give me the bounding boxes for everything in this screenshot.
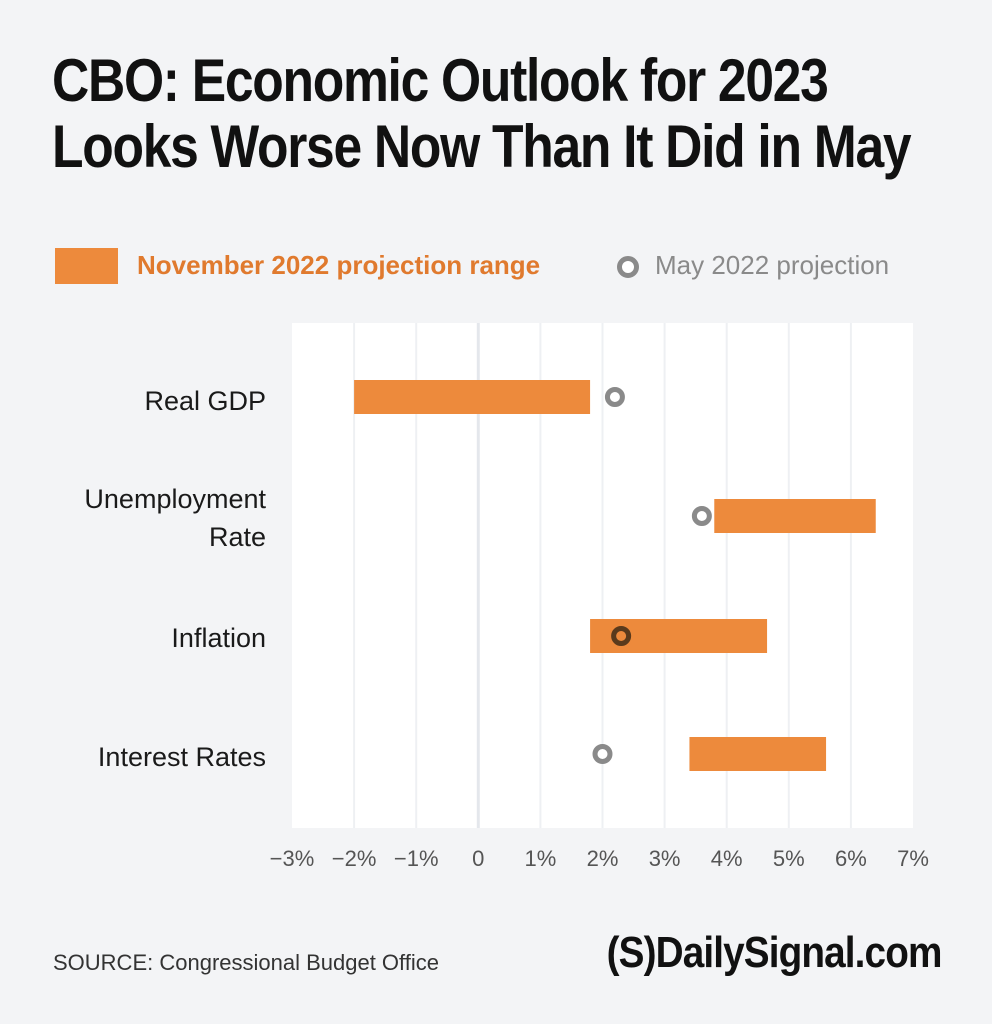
category-label: Interest Rates — [98, 742, 266, 772]
range-bar — [590, 619, 768, 653]
may-projection-marker — [611, 626, 632, 646]
x-tick-label: 5% — [773, 846, 805, 871]
category-label: Real GDP — [144, 386, 266, 416]
category-label: Unemployment — [84, 484, 266, 514]
x-tick-label: 0 — [472, 846, 484, 871]
range-bar — [689, 737, 827, 771]
x-tick-label: 4% — [711, 846, 743, 871]
x-tick-label: −1% — [394, 846, 439, 871]
x-tick-label: −2% — [332, 846, 377, 871]
x-tick-label: 7% — [897, 846, 929, 871]
range-bar — [354, 380, 591, 414]
title-line-2: Looks Worse Now Than It Did in May — [52, 113, 912, 180]
brand-logo: (S)DailySignal.com — [607, 928, 943, 977]
legend-may-marker — [617, 256, 639, 278]
source-note: SOURCE: Congressional Budget Office — [53, 950, 439, 975]
title-line-1: CBO: Economic Outlook for 2023 — [52, 47, 829, 114]
chart-title: CBO: Economic Outlook for 2023 Looks Wor… — [52, 47, 912, 180]
x-tick-label: −3% — [270, 846, 315, 871]
may-projection-marker — [604, 387, 625, 407]
legend-may-label: May 2022 projection — [655, 250, 890, 280]
may-projection-marker — [592, 744, 613, 764]
legend-range-swatch — [55, 248, 118, 284]
legend-range-label: November 2022 projection range — [137, 250, 541, 280]
may-projection-marker — [691, 506, 712, 526]
x-tick-label: 6% — [835, 846, 867, 871]
category-label: Rate — [209, 522, 266, 552]
category-label: Inflation — [171, 623, 266, 653]
x-tick-label: 3% — [649, 846, 681, 871]
range-bar — [714, 499, 876, 533]
x-tick-label: 1% — [525, 846, 557, 871]
x-tick-label: 2% — [587, 846, 619, 871]
